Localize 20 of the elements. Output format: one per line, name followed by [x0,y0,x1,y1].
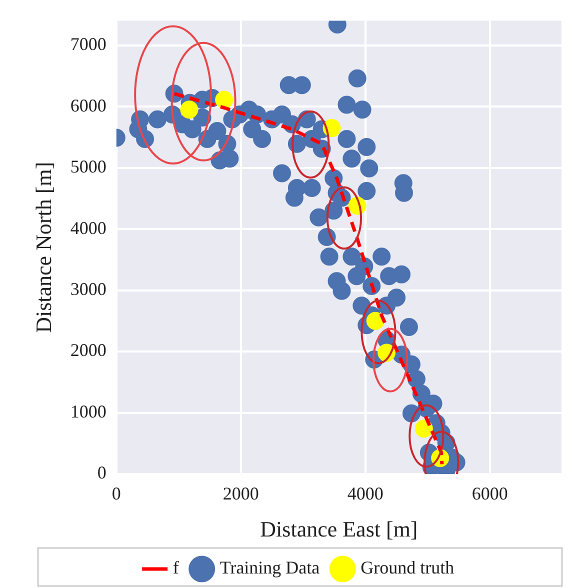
y-tick-label: 0 [97,462,106,483]
point [366,312,384,330]
y-tick-label: 3000 [70,279,106,300]
x-tick-label: 0 [112,484,121,504]
legend-label: f [172,558,179,578]
y-tick-label: 7000 [70,34,106,54]
y-tick-label: 6000 [70,95,106,116]
y-tick-label: 5000 [70,156,106,177]
x-tick-label: 2000 [222,484,259,504]
legend-label: Ground truth [360,558,454,578]
y-tick-label: 2000 [70,340,106,360]
x-axis-title: Distance East [m] [260,516,418,542]
y-tick-label: 1000 [70,401,106,422]
x-tick-label: 4000 [347,484,384,504]
y-tick-label: 4000 [70,218,106,238]
point [215,90,234,109]
y-axis-title: Distance North [m] [30,162,56,333]
legend-label: Training Data [220,558,320,578]
point [180,100,198,119]
x-tick-label: 6000 [472,484,508,504]
